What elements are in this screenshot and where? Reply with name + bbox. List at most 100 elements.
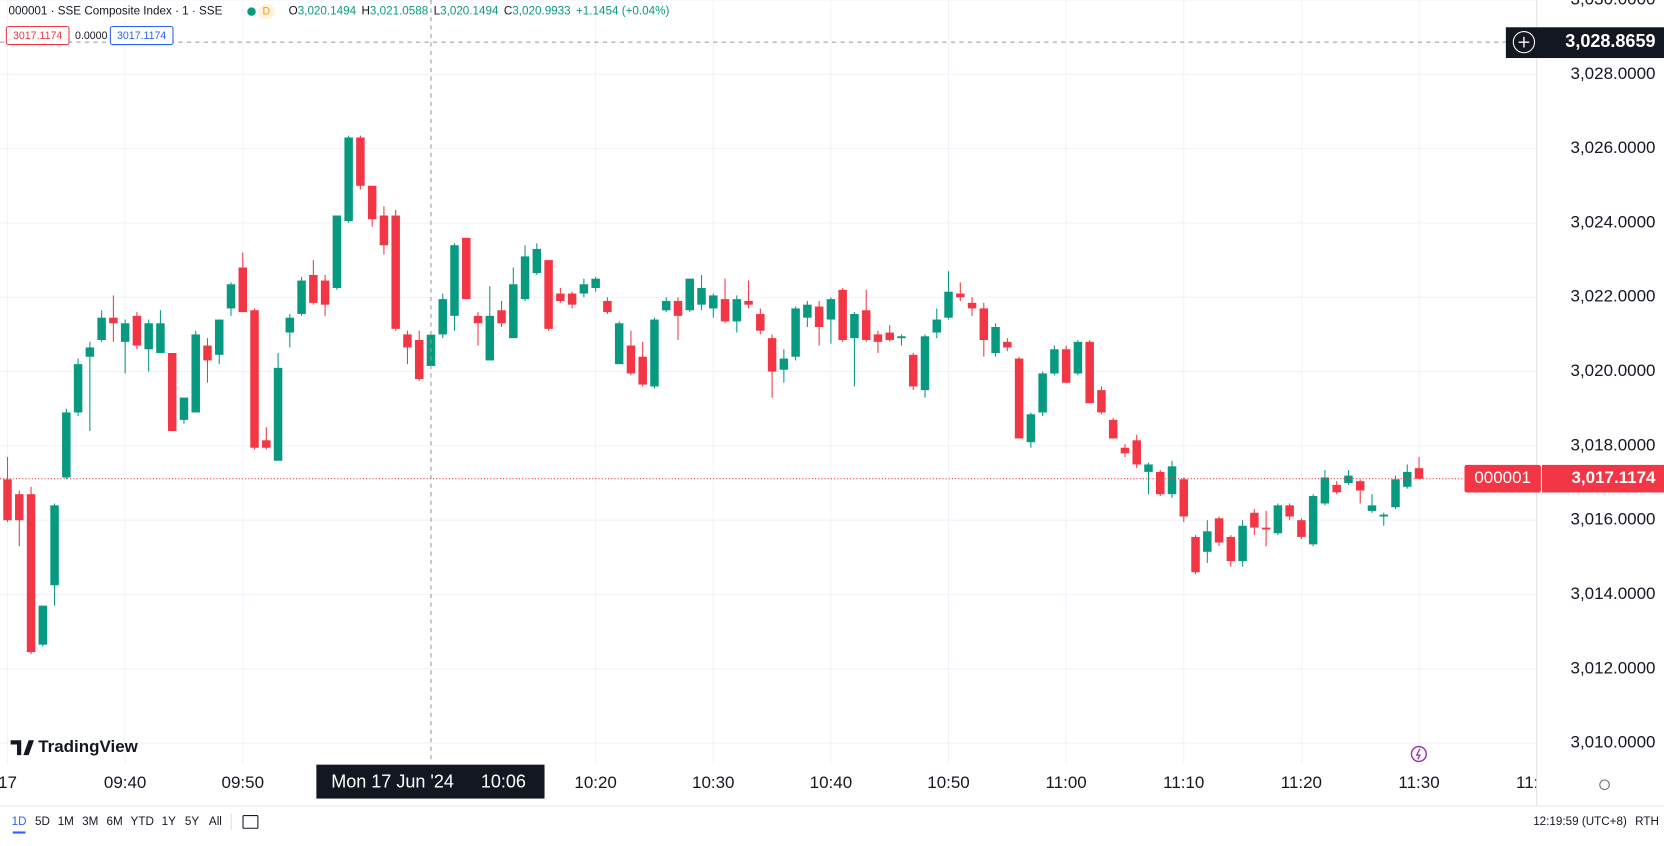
candle-body bbox=[473, 315, 483, 324]
candle-body bbox=[450, 245, 459, 316]
candle-body bbox=[1214, 518, 1224, 543]
badge-bg bbox=[257, 4, 275, 20]
candle-body bbox=[861, 310, 871, 340]
y-tick-label: 3,022.0000 bbox=[1571, 287, 1656, 306]
candle-body bbox=[144, 323, 153, 350]
candle-body bbox=[1391, 479, 1400, 508]
candle-body bbox=[1050, 349, 1059, 374]
candle-body bbox=[1003, 341, 1012, 348]
y-tick-label: 3,014.0000 bbox=[1571, 584, 1656, 603]
candle-body bbox=[956, 293, 965, 298]
candle-body bbox=[873, 334, 883, 342]
range-button[interactable]: 1M bbox=[58, 815, 74, 828]
candle-body bbox=[1332, 484, 1341, 493]
y-tick-label: 3,030.0000 bbox=[1571, 0, 1656, 8]
candle-body bbox=[626, 345, 636, 374]
candle-body bbox=[273, 367, 283, 461]
candle-body bbox=[1120, 447, 1130, 454]
candle-body bbox=[650, 319, 659, 387]
candles bbox=[3, 135, 1424, 654]
candle-body bbox=[1097, 390, 1106, 413]
crosshair-date: Mon 17 Jun '24 bbox=[331, 771, 454, 791]
candle-body bbox=[344, 137, 353, 222]
candle-body bbox=[791, 308, 800, 357]
candle-body bbox=[1144, 464, 1153, 472]
ohlc-value: 3,020.1494 bbox=[440, 5, 499, 18]
candle-body bbox=[203, 345, 212, 361]
x-tick-label: 17 bbox=[0, 773, 17, 792]
candle-body bbox=[97, 317, 106, 340]
range-button[interactable]: 1Y bbox=[162, 815, 176, 828]
range-button[interactable]: 1D bbox=[12, 815, 27, 828]
range-button[interactable]: All bbox=[209, 815, 222, 828]
y-tick-label: 3,016.0000 bbox=[1571, 510, 1656, 529]
candle-body bbox=[320, 280, 330, 305]
price-axis: 3,010.0000 3,012.0000 3,014.0000 3,016.0000… bbox=[1571, 0, 1656, 752]
logo-text: TradingView bbox=[38, 737, 138, 756]
candle-body bbox=[638, 356, 647, 385]
candle-body bbox=[1073, 341, 1083, 374]
candle-body bbox=[156, 323, 165, 353]
ask-box bbox=[109, 25, 174, 46]
candle-body bbox=[720, 299, 730, 322]
ohlc-value: 3,020.1494 bbox=[298, 5, 357, 18]
candle-body bbox=[132, 315, 142, 346]
y-tick-label: 3,026.0000 bbox=[1571, 138, 1656, 157]
candle-body bbox=[1403, 471, 1412, 487]
crosshair-time: 10:06 bbox=[481, 771, 526, 791]
candle-body bbox=[709, 295, 718, 309]
candle-body bbox=[885, 332, 894, 340]
ohlc-label: C bbox=[504, 5, 512, 18]
candle-body bbox=[556, 293, 565, 301]
candle-body bbox=[544, 260, 553, 329]
candle-body bbox=[779, 358, 789, 370]
candle-body bbox=[591, 278, 600, 288]
ask: 3017.1174 bbox=[117, 30, 166, 42]
candle-body bbox=[520, 256, 530, 300]
x-tick-label: 11:20 bbox=[1281, 773, 1322, 792]
candle-body bbox=[1414, 468, 1424, 479]
range-button[interactable]: 3M bbox=[82, 815, 98, 828]
candle-body bbox=[1226, 536, 1236, 562]
session[interactable]: RTH bbox=[1635, 815, 1659, 828]
ohlc-value: 3,021.0588 bbox=[370, 5, 428, 18]
range-button[interactable]: 5Y bbox=[185, 815, 199, 828]
candle-body bbox=[38, 605, 48, 645]
range-button[interactable]: 6M bbox=[107, 815, 123, 828]
ohlc-label: H bbox=[361, 5, 369, 18]
alert-icon[interactable] bbox=[1410, 745, 1427, 763]
overlays: 000001 3,017.1174 3,028.8659 Mon 17 Jun '24… bbox=[0, 0, 1664, 799]
x-tick-label: 09:50 bbox=[222, 773, 264, 792]
candle-body bbox=[179, 397, 189, 420]
last-price-name: 000001 bbox=[1474, 468, 1531, 487]
candle-body bbox=[391, 215, 400, 329]
settings-icon[interactable] bbox=[1599, 779, 1610, 791]
range-button[interactable]: YTD bbox=[131, 815, 154, 828]
candle-body bbox=[1344, 475, 1353, 484]
candle-body bbox=[309, 274, 318, 303]
y-tick-label: 3,024.0000 bbox=[1571, 212, 1656, 231]
candle-body bbox=[1320, 477, 1330, 504]
candle-body bbox=[109, 317, 118, 324]
candle-body bbox=[73, 364, 83, 413]
bid-box bbox=[5, 25, 70, 46]
candle-body bbox=[1355, 481, 1365, 491]
symbol-title[interactable]: 000001 · SSE Composite Index · 1 · SSE bbox=[8, 5, 222, 18]
candle-body bbox=[673, 300, 683, 316]
candle-body bbox=[1061, 349, 1071, 383]
x-tick-label: 10:50 bbox=[927, 773, 969, 792]
candle-body bbox=[214, 319, 224, 355]
candle-body bbox=[744, 300, 753, 305]
candle-body bbox=[603, 300, 612, 313]
last-price-name-box bbox=[1464, 464, 1541, 493]
add-plus bbox=[1518, 36, 1530, 48]
candle-body bbox=[1167, 466, 1177, 495]
add-button[interactable] bbox=[1512, 31, 1536, 54]
range-button[interactable]: 5D bbox=[35, 815, 50, 828]
change: +1.1454 (+0.04%) bbox=[576, 5, 669, 18]
date-range-icon[interactable] bbox=[242, 815, 259, 829]
ohlc-label: L bbox=[434, 5, 441, 18]
candle-body bbox=[932, 319, 942, 333]
clock[interactable]: 12:19:59 (UTC+8) bbox=[1533, 815, 1627, 828]
